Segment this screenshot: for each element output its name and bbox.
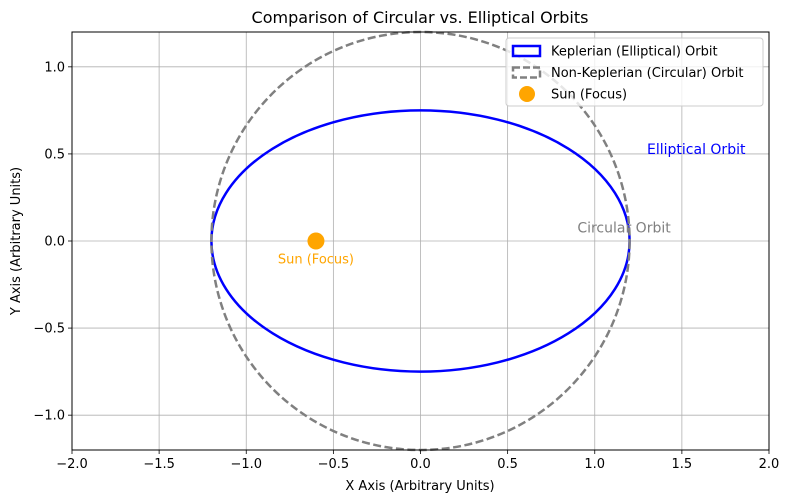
axis-ticks: −2.0 −1.5 −1.0 −0.5 0.0 0.5 1.0 1.5 2.0 −1.0 −0.5 0… xyxy=(33,60,779,472)
legend-swatch-circular xyxy=(511,66,542,79)
y-tick-label: −1.0 xyxy=(33,409,65,424)
x-tick-label: 0.5 xyxy=(497,457,518,472)
elliptical-orbit-annotation: Elliptical Orbit xyxy=(647,142,746,158)
x-tick-label: 1.5 xyxy=(672,457,693,472)
x-tick-label: 2.0 xyxy=(759,457,780,472)
x-tick-label: −1.5 xyxy=(143,457,175,472)
legend-label: Non-Keplerian (Circular) Orbit xyxy=(551,66,744,81)
x-tick-label: −0.5 xyxy=(318,457,350,472)
y-tick-label: 0.0 xyxy=(44,235,65,250)
legend: Keplerian (Elliptical) Orbit Non-Kepleria… xyxy=(505,37,764,107)
y-tick-label: −0.5 xyxy=(33,322,65,337)
legend-label: Sun (Focus) xyxy=(551,88,627,103)
y-tick-label: 0.5 xyxy=(44,147,65,162)
x-tick-label: −2.0 xyxy=(56,457,88,472)
y-tick-label: 1.0 xyxy=(44,60,65,75)
legend-box xyxy=(505,37,764,107)
circular-orbit-annotation: Circular Orbit xyxy=(577,220,671,236)
sun-annotation: Sun (Focus) xyxy=(278,253,354,268)
y-axis-label: Y Axis (Arbitrary Units) xyxy=(9,167,24,316)
x-tick-label: 1.0 xyxy=(584,457,605,472)
x-axis-label: X Axis (Arbitrary Units) xyxy=(345,479,494,494)
x-tick-label: 0.0 xyxy=(410,457,431,472)
chart-title: Comparison of Circular vs. Elliptical Or… xyxy=(252,8,589,27)
legend-swatch-sun xyxy=(519,86,535,102)
legend-label: Keplerian (Elliptical) Orbit xyxy=(551,45,718,60)
sun-marker xyxy=(307,232,325,250)
x-tick-label: −1.0 xyxy=(230,457,262,472)
legend-swatch-elliptical xyxy=(511,44,542,58)
